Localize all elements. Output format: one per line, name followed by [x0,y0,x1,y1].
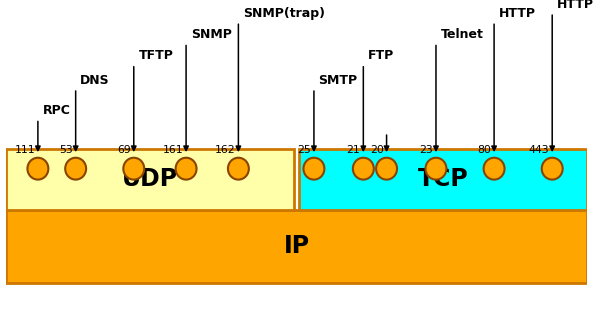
Text: 69: 69 [117,145,131,155]
Text: TFTP: TFTP [138,49,173,62]
Text: HTTPS: HTTPS [557,0,593,11]
Text: RPC: RPC [43,104,71,117]
Text: Telnet: Telnet [441,28,483,41]
Text: SNMP(trap): SNMP(trap) [243,7,325,20]
Text: SNMP: SNMP [191,28,232,41]
Text: TCP: TCP [417,167,468,191]
Text: 23: 23 [419,145,433,155]
Text: HTTP: HTTP [499,7,535,20]
Text: 25: 25 [297,145,311,155]
Text: 111: 111 [14,145,35,155]
Bar [6,149,294,210]
Ellipse shape [376,158,397,179]
Bar [6,210,587,283]
Ellipse shape [542,158,563,179]
Ellipse shape [484,158,505,179]
Text: 80: 80 [477,145,491,155]
Text: 443: 443 [529,145,549,155]
Ellipse shape [123,158,144,179]
Text: 161: 161 [162,145,183,155]
Ellipse shape [176,158,196,179]
Text: 20: 20 [370,145,384,155]
Ellipse shape [353,158,374,179]
Text: UDP: UDP [122,167,178,191]
Text: DNS: DNS [80,74,110,87]
Text: IP: IP [283,234,310,258]
Text: FTP: FTP [368,49,394,62]
Ellipse shape [65,158,86,179]
Ellipse shape [228,158,249,179]
Text: 162: 162 [215,145,235,155]
Bar [299,149,587,210]
Ellipse shape [27,158,49,179]
Ellipse shape [426,158,447,179]
Text: SMTP: SMTP [318,74,358,87]
Ellipse shape [304,158,324,179]
Text: 53: 53 [59,145,73,155]
Text: 21: 21 [347,145,361,155]
